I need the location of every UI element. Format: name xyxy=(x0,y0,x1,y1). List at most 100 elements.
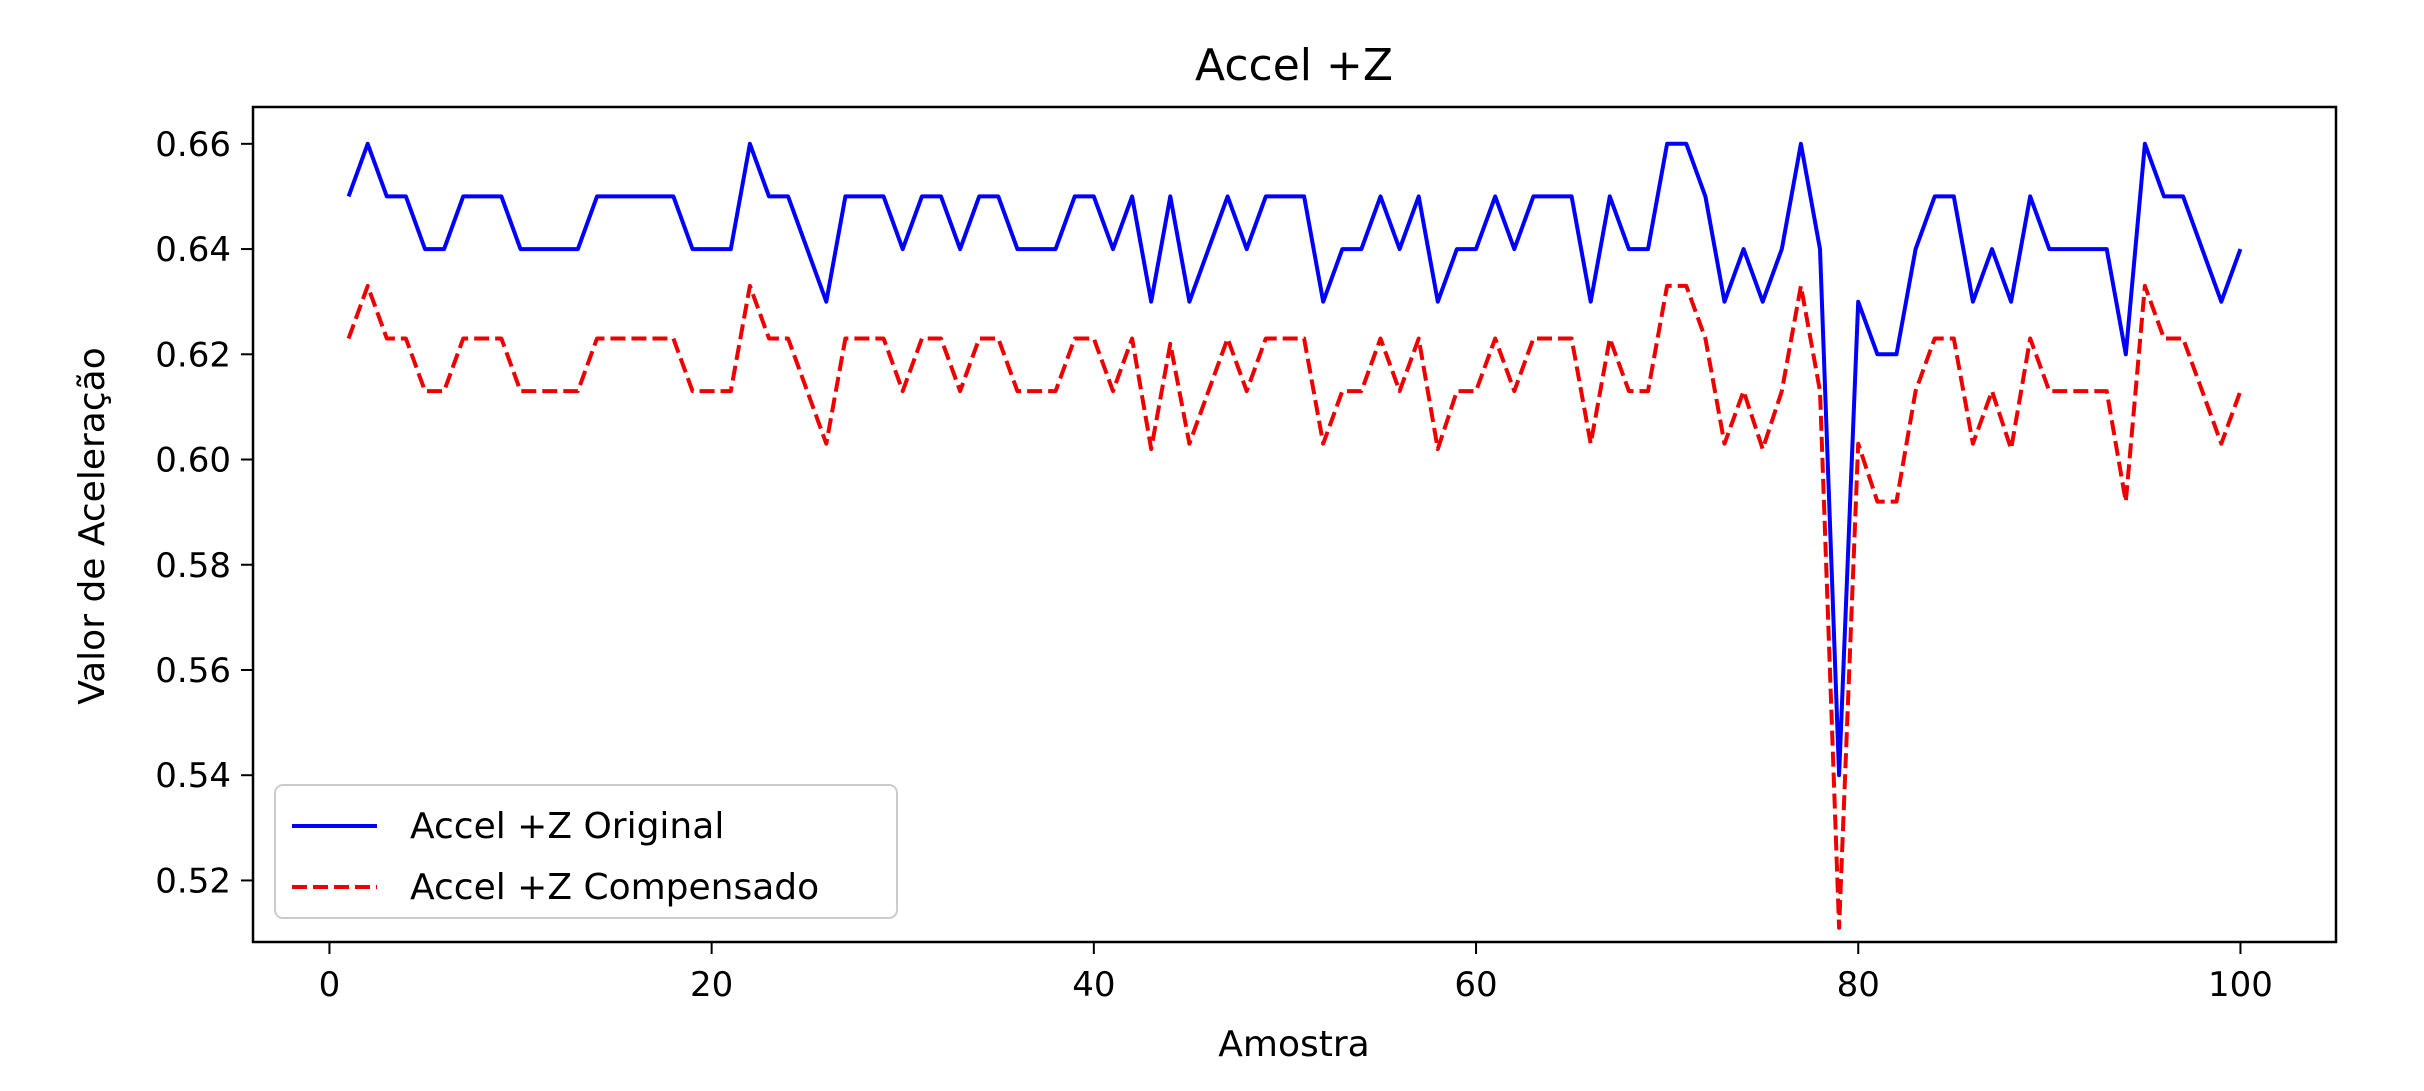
data-point xyxy=(1055,249,1056,250)
data-point xyxy=(1571,338,1572,339)
data-point xyxy=(998,196,999,197)
x-tick-label: 0 xyxy=(319,965,341,1005)
data-point xyxy=(1667,285,1668,286)
data-point xyxy=(692,249,693,250)
data-point xyxy=(2068,249,2069,250)
y-axis-label: Valor de Aceleração xyxy=(72,347,113,704)
data-point xyxy=(2087,391,2088,392)
data-point xyxy=(1590,443,1591,444)
data-point xyxy=(749,285,750,286)
data-point xyxy=(2183,338,2184,339)
data-point xyxy=(1017,249,1018,250)
data-point xyxy=(1705,338,1706,339)
data-point xyxy=(1705,196,1706,197)
data-point xyxy=(845,338,846,339)
data-point xyxy=(1571,196,1572,197)
y-tick-label: 0.56 xyxy=(155,651,231,691)
data-point xyxy=(1437,301,1438,302)
data-point xyxy=(2125,501,2126,502)
data-point xyxy=(635,196,636,197)
axis-ticks: 0 20 40 60 80 100 0.52 0.54 0.56 0.58 0.60 0.62 0.64… xyxy=(155,125,2273,1005)
data-point xyxy=(902,249,903,250)
data-point xyxy=(539,391,540,392)
legend-entry-label: Accel +Z Compensado xyxy=(410,867,819,908)
data-point xyxy=(1934,338,1935,339)
data-point xyxy=(941,338,942,339)
data-point xyxy=(749,143,750,144)
data-point xyxy=(425,391,426,392)
x-tick-label: 20 xyxy=(690,965,733,1005)
data-point xyxy=(2240,249,2241,250)
x-tick-label: 100 xyxy=(2208,965,2273,1005)
data-point xyxy=(1361,249,1362,250)
data-point xyxy=(769,338,770,339)
data-point xyxy=(1858,443,1859,444)
data-point xyxy=(1533,196,1534,197)
data-point xyxy=(1399,249,1400,250)
data-point xyxy=(2011,449,2012,450)
data-point xyxy=(348,196,349,197)
y-tick-label: 0.60 xyxy=(155,441,231,481)
data-point xyxy=(1896,501,1897,502)
data-point xyxy=(558,249,559,250)
data-point xyxy=(367,285,368,286)
data-point xyxy=(1304,338,1305,339)
data-point xyxy=(1093,338,1094,339)
data-point xyxy=(2164,338,2165,339)
data-point xyxy=(2202,391,2203,392)
data-point xyxy=(2011,301,2012,302)
data-point xyxy=(2049,249,2050,250)
x-tick-label: 60 xyxy=(1454,965,1497,1005)
data-point xyxy=(1456,249,1457,250)
data-point xyxy=(482,196,483,197)
legend-box xyxy=(274,784,898,919)
data-point xyxy=(921,338,922,339)
y-tick-label: 0.66 xyxy=(155,125,231,165)
data-point xyxy=(1418,196,1419,197)
legend: Accel +Z Original Accel +Z Compensado xyxy=(274,784,898,919)
y-tick-label: 0.52 xyxy=(155,861,231,901)
data-point xyxy=(597,196,598,197)
data-point xyxy=(1189,443,1190,444)
data-point xyxy=(1380,196,1381,197)
data-point xyxy=(1074,338,1075,339)
data-point xyxy=(558,391,559,392)
data-point xyxy=(1972,443,1973,444)
data-point xyxy=(635,338,636,339)
data-point xyxy=(405,196,406,197)
data-point xyxy=(1896,354,1897,355)
data-point xyxy=(1686,143,1687,144)
data-point xyxy=(1017,391,1018,392)
data-point xyxy=(1151,301,1152,302)
data-point xyxy=(1246,391,1247,392)
data-point xyxy=(1953,196,1954,197)
data-point xyxy=(2030,338,2031,339)
data-point xyxy=(960,249,961,250)
data-point xyxy=(1074,196,1075,197)
data-point xyxy=(2144,285,2145,286)
data-point xyxy=(902,391,903,392)
data-point xyxy=(1743,249,1744,250)
data-point xyxy=(1743,391,1744,392)
data-point xyxy=(941,196,942,197)
data-point xyxy=(444,249,445,250)
data-point xyxy=(1992,391,1993,392)
data-point xyxy=(1361,391,1362,392)
data-point xyxy=(1628,249,1629,250)
data-point xyxy=(1113,391,1114,392)
data-point xyxy=(2183,196,2184,197)
y-tick-label: 0.64 xyxy=(155,230,231,270)
data-point xyxy=(1227,338,1228,339)
data-point xyxy=(1055,391,1056,392)
data-point xyxy=(1495,196,1496,197)
data-point xyxy=(501,338,502,339)
y-tick-label: 0.58 xyxy=(155,546,231,586)
data-point xyxy=(2106,391,2107,392)
data-point xyxy=(616,196,617,197)
x-axis-label: Amostra xyxy=(1218,1024,1369,1065)
data-point xyxy=(1132,338,1133,339)
series-line-compensado xyxy=(346,283,2243,930)
x-tick-label: 40 xyxy=(1072,965,1115,1005)
data-point xyxy=(1953,338,1954,339)
data-point xyxy=(1265,196,1266,197)
